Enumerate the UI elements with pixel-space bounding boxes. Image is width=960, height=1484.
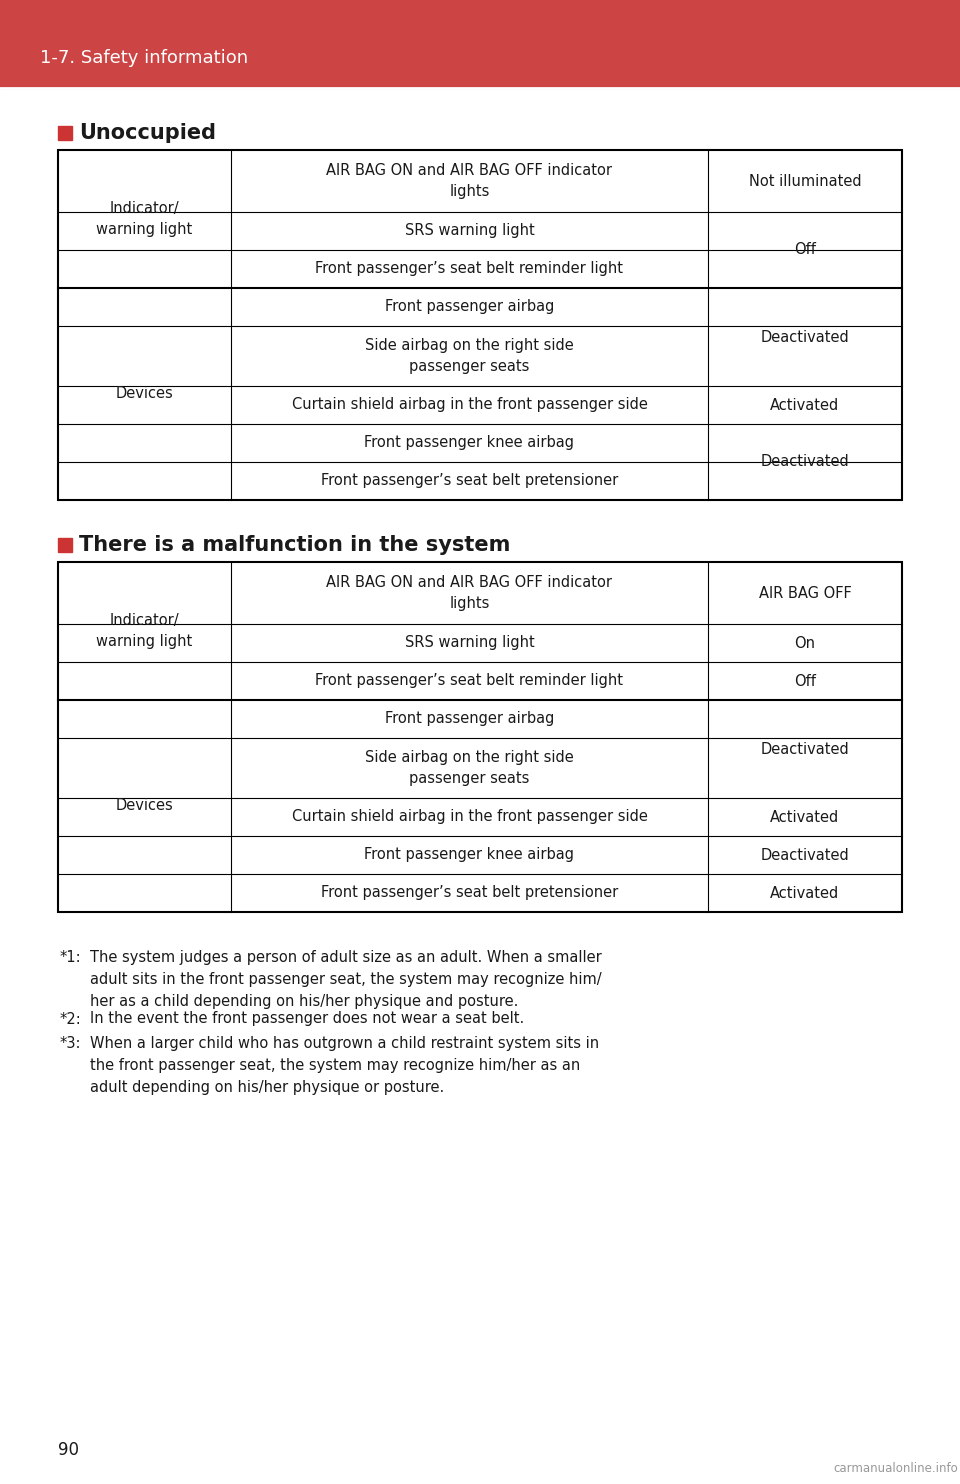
Text: Deactivated: Deactivated bbox=[760, 329, 850, 344]
Text: Deactivated: Deactivated bbox=[760, 847, 850, 862]
Text: *3:: *3: bbox=[60, 1036, 82, 1051]
Text: AIR BAG ON and AIR BAG OFF indicator
lights: AIR BAG ON and AIR BAG OFF indicator lig… bbox=[326, 574, 612, 611]
Text: Front passenger knee airbag: Front passenger knee airbag bbox=[365, 435, 574, 451]
Text: Curtain shield airbag in the front passenger side: Curtain shield airbag in the front passe… bbox=[292, 398, 647, 413]
Text: In the event the front passenger does not wear a seat belt.: In the event the front passenger does no… bbox=[90, 1012, 524, 1027]
Text: 90: 90 bbox=[58, 1441, 79, 1459]
Text: SRS warning light: SRS warning light bbox=[404, 224, 535, 239]
Text: 1-7. Safety information: 1-7. Safety information bbox=[40, 49, 248, 67]
Bar bbox=[58, 562, 902, 913]
Text: Side airbag on the right side
passenger seats: Side airbag on the right side passenger … bbox=[365, 749, 574, 787]
Bar bbox=[58, 539, 72, 552]
Text: Front passenger’s seat belt reminder light: Front passenger’s seat belt reminder lig… bbox=[316, 674, 623, 689]
Text: Curtain shield airbag in the front passenger side: Curtain shield airbag in the front passe… bbox=[292, 809, 647, 825]
Text: On: On bbox=[795, 635, 815, 650]
Text: Activated: Activated bbox=[770, 398, 840, 413]
Bar bbox=[58, 126, 72, 139]
Bar bbox=[58, 150, 902, 500]
Text: The system judges a person of adult size as an adult. When a smaller
adult sits : The system judges a person of adult size… bbox=[90, 950, 602, 1009]
Text: carmanualonline.info: carmanualonline.info bbox=[833, 1462, 958, 1475]
Text: AIR BAG OFF: AIR BAG OFF bbox=[758, 586, 852, 601]
Text: There is a malfunction in the system: There is a malfunction in the system bbox=[79, 536, 511, 555]
Text: Front passenger’s seat belt pretensioner: Front passenger’s seat belt pretensioner bbox=[321, 473, 618, 488]
Text: Front passenger knee airbag: Front passenger knee airbag bbox=[365, 847, 574, 862]
Text: Front passenger’s seat belt reminder light: Front passenger’s seat belt reminder lig… bbox=[316, 261, 623, 276]
Text: Front passenger airbag: Front passenger airbag bbox=[385, 300, 554, 315]
Text: Devices: Devices bbox=[115, 386, 174, 402]
Text: Off: Off bbox=[794, 242, 816, 258]
Text: Indicator/
warning light: Indicator/ warning light bbox=[96, 613, 193, 649]
Text: SRS warning light: SRS warning light bbox=[404, 635, 535, 650]
Text: Unoccupied: Unoccupied bbox=[79, 123, 216, 142]
Text: Deactivated: Deactivated bbox=[760, 742, 850, 757]
Text: When a larger child who has outgrown a child restraint system sits in
the front : When a larger child who has outgrown a c… bbox=[90, 1036, 599, 1095]
Text: Activated: Activated bbox=[770, 809, 840, 825]
Text: Indicator/
warning light: Indicator/ warning light bbox=[96, 200, 193, 237]
Text: Side airbag on the right side
passenger seats: Side airbag on the right side passenger … bbox=[365, 338, 574, 374]
Text: *1:: *1: bbox=[60, 950, 82, 965]
Text: Deactivated: Deactivated bbox=[760, 454, 850, 469]
Text: Activated: Activated bbox=[770, 886, 840, 901]
Text: *2:: *2: bbox=[60, 1012, 82, 1027]
Text: Not illuminated: Not illuminated bbox=[749, 174, 861, 188]
Text: Off: Off bbox=[794, 674, 816, 689]
Text: Front passenger airbag: Front passenger airbag bbox=[385, 711, 554, 727]
Text: AIR BAG ON and AIR BAG OFF indicator
lights: AIR BAG ON and AIR BAG OFF indicator lig… bbox=[326, 163, 612, 199]
Bar bbox=[0, 0, 960, 88]
Text: Front passenger’s seat belt pretensioner: Front passenger’s seat belt pretensioner bbox=[321, 886, 618, 901]
Text: Devices: Devices bbox=[115, 798, 174, 813]
